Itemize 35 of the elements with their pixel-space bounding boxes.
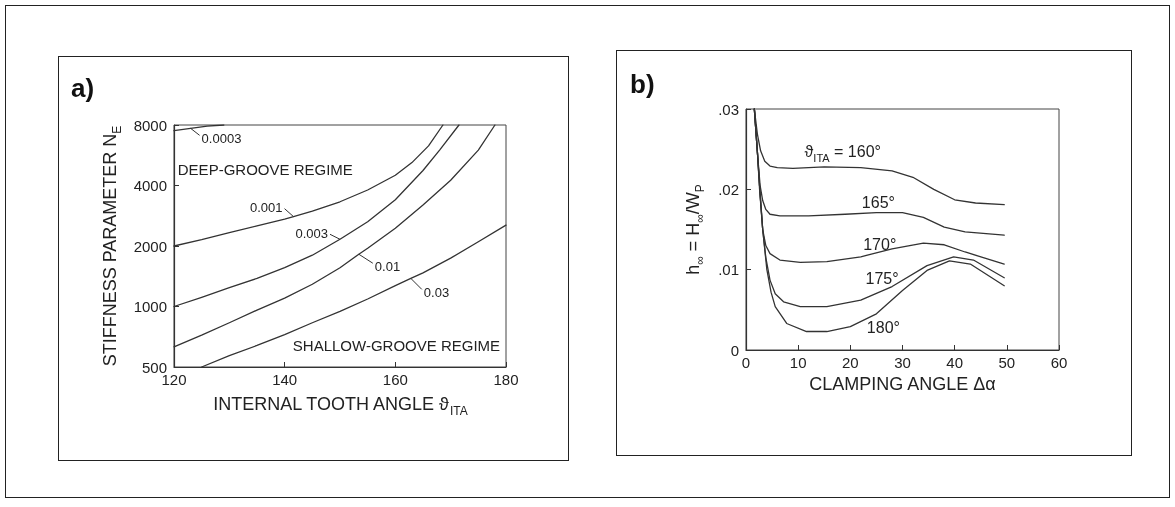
- x-tick-label: 10: [789, 354, 807, 371]
- y-tick-label: .01: [718, 261, 739, 279]
- x-tick-label: 30: [894, 354, 911, 371]
- annotation: 180°: [866, 319, 900, 337]
- y-tick-label: 1000: [133, 298, 167, 315]
- x-tick-label: 40: [946, 354, 964, 371]
- x-tick-label: 20: [841, 354, 859, 371]
- y-tick-label: 8000: [133, 116, 167, 134]
- annotation: 0.03: [423, 284, 450, 300]
- annotation: 165°: [861, 194, 895, 212]
- annotation: 0.01: [374, 258, 401, 274]
- x-tick-label: 180: [493, 371, 519, 388]
- x-tick-label: 140: [272, 371, 298, 388]
- x-tick-label: 160: [382, 371, 408, 388]
- x-axis-title: CLAMPING ANGLE Δα: [809, 373, 996, 394]
- x-tick-label: 50: [998, 354, 1016, 371]
- annotation: 175°: [865, 270, 899, 288]
- y-tick-label: 500: [141, 358, 167, 376]
- x-tick-label: 0: [741, 354, 751, 371]
- annotation: DEEP-GROOVE REGIME: [177, 161, 353, 179]
- y-tick-label: 0: [730, 341, 739, 359]
- annotation: 0.0003: [201, 130, 242, 146]
- y-axis-title: h∞ = H∞/WP: [683, 184, 707, 275]
- y-axis-title: STIFFNESS PARAMETER NE: [99, 125, 124, 367]
- chart-title: a): [71, 73, 95, 103]
- x-tick-label: 60: [1050, 354, 1068, 371]
- annotation: 0.001: [249, 200, 283, 216]
- y-tick-label: .02: [718, 180, 739, 198]
- y-tick-label: .03: [718, 100, 739, 118]
- chart-title: b): [630, 69, 655, 99]
- y-tick-label: 4000: [133, 177, 167, 194]
- annotation: SHALLOW-GROOVE REGIME: [292, 336, 501, 354]
- annotation: 0.003: [295, 225, 328, 241]
- y-tick-label: 2000: [133, 237, 167, 255]
- annotation: 170°: [863, 236, 897, 254]
